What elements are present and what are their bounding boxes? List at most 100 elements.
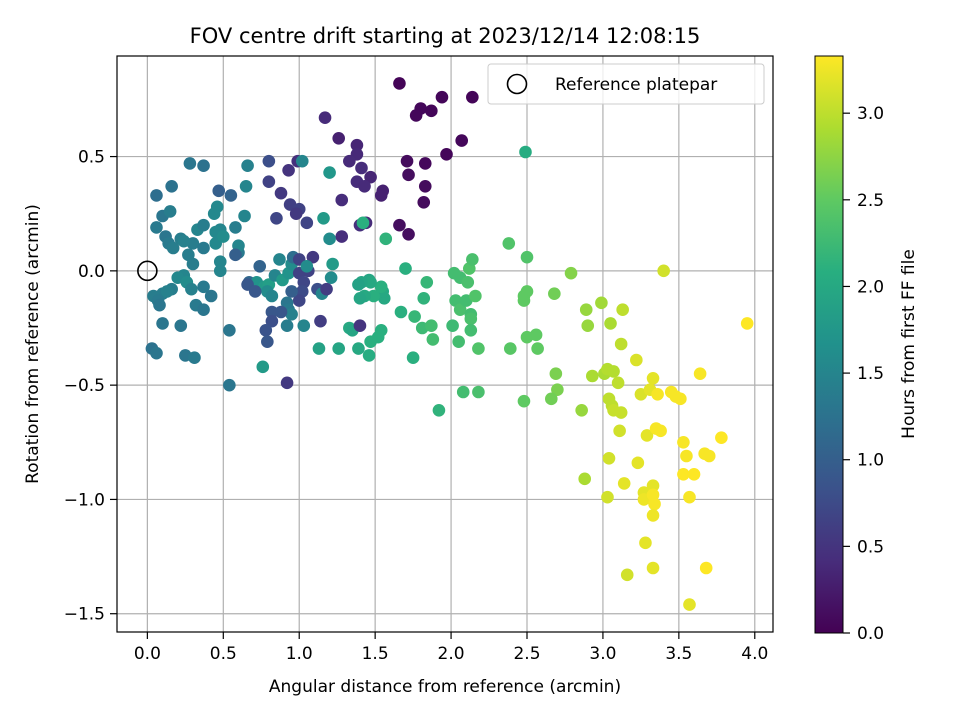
- data-point: [197, 280, 210, 294]
- data-point: [150, 189, 163, 202]
- data-point: [323, 166, 336, 179]
- data-point: [453, 303, 467, 317]
- data-point: [683, 490, 696, 504]
- data-point: [425, 319, 438, 333]
- data-point: [651, 387, 664, 401]
- data-point: [156, 317, 169, 330]
- data-point: [517, 394, 531, 408]
- data-point: [213, 255, 227, 269]
- data-point: [418, 157, 432, 170]
- data-point: [604, 317, 617, 330]
- data-point: [262, 175, 276, 189]
- data-point: [452, 335, 465, 349]
- data-point: [238, 209, 251, 223]
- data-point: [456, 385, 470, 399]
- data-point: [229, 221, 242, 234]
- x-axis-ticks: 0.0 0.5 1.0 1.5 2.0 2.5 3.0 3.5 4.0: [134, 632, 768, 664]
- colorbar-ticks: 0.0 0.5 1.0 1.5 2.0 2.5 3.0: [843, 104, 884, 644]
- data-point: [332, 131, 346, 145]
- data-point: [285, 307, 298, 321]
- data-point: [579, 303, 593, 317]
- data-point: [614, 337, 628, 351]
- data-point: [174, 319, 188, 333]
- data-point: [394, 305, 408, 319]
- data-point: [273, 253, 286, 266]
- data-point: [262, 154, 276, 168]
- data-point: [517, 294, 531, 307]
- data-point: [646, 479, 660, 493]
- data-point: [241, 159, 254, 173]
- data-point: [300, 216, 314, 230]
- data-point: [400, 154, 414, 168]
- data-point: [150, 346, 163, 360]
- y-tick-label: 0.5: [78, 148, 105, 168]
- data-point: [631, 456, 645, 470]
- data-point: [285, 285, 298, 298]
- data-point: [223, 323, 236, 337]
- data-point: [350, 138, 364, 152]
- data-point: [165, 179, 178, 193]
- data-point: [150, 221, 163, 234]
- y-tick-label: −1.0: [64, 490, 105, 510]
- data-point: [607, 365, 620, 378]
- data-point: [312, 342, 326, 355]
- data-point: [402, 227, 415, 241]
- data-point: [551, 383, 564, 397]
- data-point: [256, 360, 270, 374]
- data-point: [229, 248, 242, 262]
- data-point: [455, 134, 469, 147]
- legend-label: Reference platepar: [555, 75, 717, 95]
- data-point: [646, 371, 660, 385]
- data-point: [399, 262, 412, 275]
- data-point: [320, 282, 333, 296]
- data-point: [297, 319, 311, 333]
- y-axis-label: Rotation from reference (arcmin): [23, 204, 43, 484]
- data-point: [472, 385, 485, 399]
- data-point: [740, 317, 754, 330]
- data-point: [472, 342, 485, 355]
- data-point: [324, 271, 338, 285]
- data-point: [188, 351, 201, 365]
- data-point: [425, 104, 438, 118]
- data-point: [393, 77, 406, 90]
- data-point: [248, 285, 262, 298]
- data-point: [502, 237, 516, 250]
- x-tick-label: 1.5: [362, 644, 389, 664]
- data-point: [239, 179, 253, 193]
- data-point: [326, 257, 339, 271]
- colorbar-tick-label: 1.0: [857, 451, 884, 471]
- data-point: [640, 429, 654, 442]
- y-tick-label: −1.5: [64, 605, 105, 625]
- x-tick-label: 0.0: [134, 644, 161, 664]
- data-point: [549, 367, 563, 381]
- colorbar-tick-label: 3.0: [857, 104, 884, 124]
- data-point: [280, 376, 294, 390]
- data-point: [210, 200, 224, 214]
- data-point: [702, 449, 716, 463]
- grid-lines: [117, 56, 773, 632]
- data-point: [616, 303, 629, 317]
- data-point: [274, 186, 288, 200]
- data-point: [393, 218, 406, 232]
- data-point: [332, 342, 346, 355]
- data-point: [578, 472, 592, 486]
- legend-marker-icon: [506, 73, 528, 95]
- y-axis-ticks: 0.5 0.0 −0.5 −1.0 −1.5: [64, 148, 117, 625]
- data-point: [564, 266, 578, 280]
- data-point: [503, 342, 517, 355]
- colorbar-tick-label: 2.0: [857, 277, 884, 297]
- x-tick-label: 0.5: [210, 644, 237, 664]
- data-point: [548, 287, 561, 301]
- data-point: [343, 154, 356, 168]
- data-point: [432, 403, 446, 417]
- x-tick-label: 3.0: [589, 644, 616, 664]
- reference-platepar-marker: [137, 260, 158, 282]
- data-point: [581, 319, 595, 333]
- data-point: [314, 314, 327, 328]
- data-point: [355, 161, 368, 175]
- data-point: [186, 257, 200, 271]
- colorbar-tick-label: 2.5: [857, 191, 884, 211]
- data-points: [145, 77, 754, 611]
- data-point: [435, 90, 449, 104]
- data-point: [160, 285, 174, 298]
